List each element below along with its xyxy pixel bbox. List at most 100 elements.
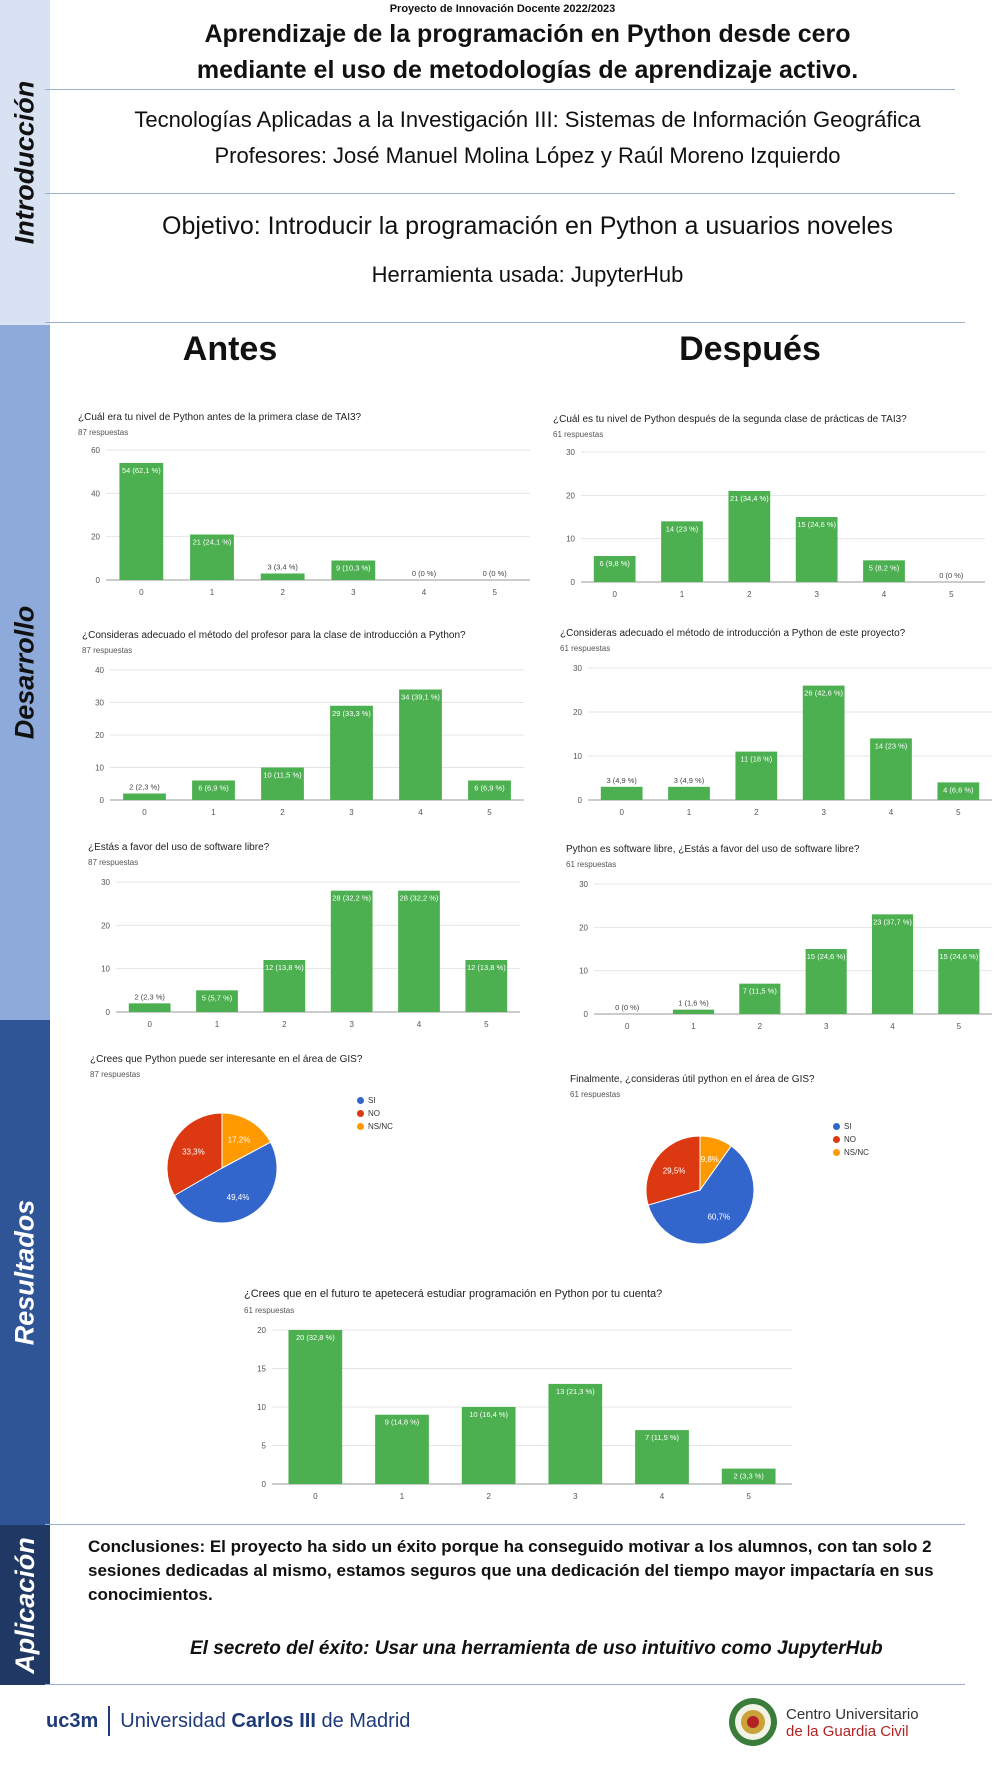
chart-title: Python es software libre, ¿Estás a favor…	[566, 844, 860, 855]
data-label: 10 (11,5 %)	[263, 771, 302, 780]
cugc-line2: de la Guardia Civil	[786, 1723, 909, 1740]
legend-dot	[833, 1149, 840, 1156]
legend-dot	[357, 1110, 364, 1117]
chart-subtitle: 87 respuestas	[78, 428, 129, 437]
x-tick-label: 1	[215, 1020, 220, 1029]
x-tick-label: 1	[691, 1022, 696, 1031]
legend-label: SI	[844, 1122, 852, 1131]
data-label: 5 (8,2 %)	[869, 563, 900, 572]
x-tick-label: 5	[956, 808, 961, 817]
column-before: Antes	[182, 330, 278, 368]
y-tick-label: 10	[101, 965, 110, 974]
bar	[728, 491, 771, 582]
data-label: 12 (13,8 %)	[467, 963, 506, 972]
data-label: 15 (24,6 %)	[797, 520, 836, 529]
chart-subtitle: 61 respuestas	[560, 644, 611, 653]
x-tick-label: 0	[147, 1020, 152, 1029]
data-label: 15 (24,6 %)	[807, 952, 846, 961]
data-label: 23 (37,7 %)	[873, 917, 912, 926]
y-tick-label: 30	[573, 664, 582, 673]
x-tick-label: 0	[313, 1492, 318, 1501]
x-tick-label: 2	[754, 808, 759, 817]
data-label: 7 (11,5 %)	[743, 987, 778, 996]
bar-chart-software-antes: 0 10 20 30 2 (2,3 %) 0 5 (5,7 %) 1 12 (13,8 %) 2 2…	[101, 878, 520, 1029]
data-label: 28 (32,2 %)	[400, 894, 439, 903]
legend-dot	[357, 1097, 364, 1104]
bar	[263, 960, 306, 1012]
data-label: 2 (2,3 %)	[134, 992, 165, 1001]
data-label: 6 (6,9 %)	[198, 784, 229, 793]
bar	[196, 990, 238, 1012]
chart-subtitle: 87 respuestas	[88, 858, 139, 867]
bar-chart-nivel-antes: 0 20 40 60 54 (62,1 %) 0 21 (24,1 %) 1 3 (3,4 %)…	[91, 446, 530, 597]
bar	[261, 767, 304, 800]
data-label: 6 (6,9 %)	[474, 784, 505, 793]
divider	[45, 89, 955, 90]
chart-subtitle: 61 respuestas	[553, 430, 604, 439]
data-label: 3 (4,9 %)	[674, 776, 705, 785]
y-tick-label: 10	[573, 752, 582, 761]
y-tick-label: 20	[573, 708, 582, 717]
section-intro: Introducción	[0, 0, 50, 325]
data-label: 3 (3,4 %)	[267, 563, 298, 572]
pie-label: 33,3%	[182, 1148, 205, 1157]
legend-label: SI	[368, 1096, 376, 1105]
logo-separator	[108, 1706, 111, 1736]
data-label: 29 (33,3 %)	[332, 709, 371, 718]
legend-label: NS/NC	[368, 1122, 393, 1131]
y-tick-label: 30	[579, 880, 588, 889]
x-tick-label: 2	[282, 1020, 287, 1029]
bar	[398, 890, 440, 1012]
x-tick-label: 0	[625, 1022, 630, 1031]
divider	[45, 1524, 965, 1525]
data-label: 10 (16,4 %)	[469, 1410, 508, 1419]
data-label: 5 (5,7 %)	[202, 993, 233, 1002]
bar	[600, 786, 643, 800]
bar-chart-metodo-despues: 0 10 20 30 3 (4,9 %) 0 3 (4,9 %) 1 11 (18 %) 2 26 …	[573, 664, 992, 817]
bar	[802, 685, 845, 800]
data-label: 4 (6,6 %)	[943, 785, 974, 794]
x-tick-label: 2	[280, 808, 285, 817]
conclusion-text: Conclusiones: El proyecto ha sido un éxi…	[88, 1537, 934, 1604]
cugc-line1: Centro Universitario	[786, 1706, 919, 1723]
x-tick-label: 1	[687, 808, 692, 817]
bar	[399, 689, 442, 800]
data-label: 21 (24,1 %)	[193, 538, 232, 547]
uc3m-name-post: de Madrid	[315, 1709, 411, 1732]
bar	[331, 560, 376, 580]
legend-label: NO	[844, 1135, 856, 1144]
y-tick-label: 20	[91, 533, 100, 542]
data-label: 6 (9,8 %)	[599, 559, 630, 568]
legend-item: NS/NC	[833, 1148, 869, 1157]
y-tick-label: 10	[579, 967, 588, 976]
bar	[468, 780, 511, 800]
y-tick-label: 10	[95, 764, 104, 773]
bar	[937, 782, 980, 800]
data-label: 11 (18 %)	[740, 755, 772, 764]
bar	[375, 1414, 429, 1484]
data-label: 14 (23 %)	[666, 524, 699, 533]
chart-title: ¿Cuál era tu nivel de Python antes de la…	[78, 412, 362, 423]
chart-title: ¿Crees que en el futuro te apetecerá est…	[244, 1288, 663, 1300]
x-tick-label: 4	[660, 1492, 665, 1501]
data-label: 54 (62,1 %)	[122, 466, 161, 475]
y-tick-label: 30	[566, 448, 575, 457]
bar	[661, 521, 703, 582]
x-tick-label: 2	[747, 590, 752, 599]
main-title-line1: Aprendizaje de la programación en Python…	[204, 20, 851, 48]
y-tick-label: 20	[95, 731, 104, 740]
chart-subtitle: 87 respuestas	[82, 646, 133, 655]
bar	[739, 983, 781, 1014]
legend-item: NO	[357, 1109, 393, 1118]
x-tick-label: 5	[487, 808, 492, 817]
bar	[871, 914, 914, 1014]
x-tick-label: 2	[486, 1492, 491, 1501]
y-tick-label: 10	[566, 535, 575, 544]
y-tick-label: 0	[578, 796, 583, 805]
x-tick-label: 5	[949, 590, 954, 599]
legend-dot	[833, 1123, 840, 1130]
bar	[123, 793, 166, 800]
bar	[593, 556, 636, 582]
x-tick-label: 5	[746, 1492, 751, 1501]
